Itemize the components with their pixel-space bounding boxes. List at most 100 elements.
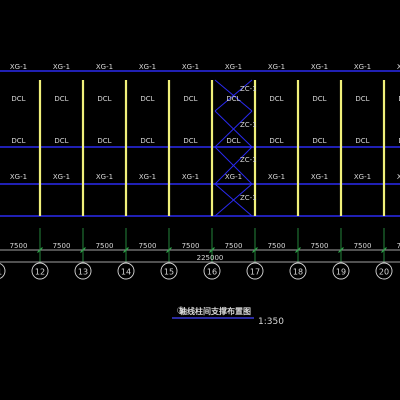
dimension-tick-14 [123,247,129,253]
beam-lines [0,70,400,217]
axis-circle-12 [31,262,49,280]
dcl-label-lower-7: DCL [269,137,283,145]
top-beam-label-8: XG-1 [311,63,328,71]
brace-diagonal-b-3 [214,146,253,185]
dcl-label-upper-2: DCL [54,95,68,103]
dimension-tick-13 [80,247,86,253]
dimension-tick-18 [295,247,301,253]
dcl-label-upper-1: DCL [11,95,25,103]
axis-number-12: 12 [35,268,45,277]
axis-circle-17 [246,262,264,280]
brace-label-2: ZC-1 [240,121,257,129]
mid-beam-label-5: XG-1 [182,173,199,181]
axis-number-19: 19 [336,268,346,277]
member-labels: XG-1 DCL DCL XG-1 XG-1 DCL DCL XG-1 XG-1 DCL DCL XG… [10,63,400,202]
bay-dimension-3: 7500 [96,242,114,250]
dcl-label-lower-9: DCL [355,137,369,145]
axis-number-17: 17 [250,268,260,277]
axis-number-16: 16 [207,268,217,277]
drawing-title-block: ③ 轴线柱间支撑布置图 1:350 [172,306,284,327]
dcl-label-lower-4: DCL [140,137,154,145]
bay-dimension-1: 7500 [10,242,28,250]
dcl-label-lower-2: DCL [54,137,68,145]
dcl-label-upper-3: DCL [97,95,111,103]
dcl-label-upper-5: DCL [183,95,197,103]
title-scale: 1:350 [258,317,284,327]
top-beam-label-4: XG-1 [139,63,156,71]
axis-circle-11 [0,263,6,279]
axis-number-20: 20 [379,268,389,277]
brace-label-4: ZC-1 [240,194,257,202]
dcl-label-upper-7: DCL [269,95,283,103]
axis-circle-18 [289,262,307,280]
axis-markers: 11 12 13 14 15 16 17 18 19 20 [0,262,393,280]
axis-circle-19 [332,262,350,280]
bracing-members [214,79,253,217]
top-beam-label-1: XG-1 [10,63,27,71]
axis-number-15: 15 [164,268,174,277]
top-beam-label-10: XG-1 [397,63,400,71]
brace-diagonal-b-2 [214,110,253,148]
axis-number-14: 14 [121,268,131,277]
overall-dimension: 225000 [197,254,224,262]
axis-circle-20 [375,262,393,280]
bay-dimension-2: 7500 [53,242,71,250]
dcl-label-upper-9: DCL [355,95,369,103]
axis-circle-16 [203,262,221,280]
dcl-label-lower-1: DCL [11,137,25,145]
dcl-label-upper-4: DCL [140,95,154,103]
dcl-label-upper-10: DCL [398,95,400,103]
dimension-chain: 7500 7500 7500 7500 7500 7500 7500 7500 7500 7500… [0,228,400,263]
mid-beam-label-7: XG-1 [268,173,285,181]
column-lines [38,80,386,216]
axis-number-11: 11 [0,268,2,277]
brace-diagonal-b-4 [214,183,253,217]
axis-circle-13 [74,262,92,280]
bay-dimension-6: 7500 [225,242,243,250]
dimension-tick-12 [37,247,43,253]
axis-number-13: 13 [78,268,88,277]
axis-number-18: 18 [293,268,303,277]
bay-dimension-4: 7500 [139,242,157,250]
dcl-label-lower-3: DCL [97,137,111,145]
top-beam-label-2: XG-1 [53,63,70,71]
mid-beam-label-1: XG-1 [10,173,27,181]
mid-beam-label-6: XG-1 [225,173,242,181]
top-beam-label-3: XG-1 [96,63,113,71]
dimension-tick-16 [209,247,215,253]
dimension-tick-15 [166,247,172,253]
axis-circle-15 [160,262,178,280]
mid-beam-label-3: XG-1 [96,173,113,181]
title-text: 轴线柱间支撑布置图 [179,306,251,316]
axis-circle-14 [117,262,135,280]
bay-dimension-9: 7500 [354,242,372,250]
brace-label-1: ZC-1 [240,85,257,93]
top-beam-label-6: XG-1 [225,63,242,71]
dcl-label-lower-8: DCL [312,137,326,145]
dcl-label-lower-5: DCL [183,137,197,145]
bay-dimension-8: 7500 [311,242,329,250]
dcl-label-lower-6: DCL [226,137,240,145]
dcl-label-lower-10: DCL [398,137,400,145]
dimension-tick-17 [252,247,258,253]
top-beam-label-5: XG-1 [182,63,199,71]
mid-beam-label-10: XG-1 [397,173,400,181]
bay-dimension-7: 7500 [268,242,286,250]
brace-diagonal-b-1 [214,79,253,112]
top-beam-label-9: XG-1 [354,63,371,71]
dcl-label-upper-6: DCL [226,95,240,103]
bay-dimension-5: 7500 [182,242,200,250]
mid-beam-label-8: XG-1 [311,173,328,181]
mid-beam-label-9: XG-1 [354,173,371,181]
top-beam-label-7: XG-1 [268,63,285,71]
brace-label-3: ZC-1 [240,156,257,164]
bay-dimension-10: 7500 [397,242,400,250]
title-number: ③ [177,306,186,317]
dcl-label-upper-8: DCL [312,95,326,103]
dimension-tick-19 [338,247,344,253]
mid-beam-label-2: XG-1 [53,173,70,181]
dimension-tick-20 [381,247,387,253]
mid-beam-label-4: XG-1 [139,173,156,181]
